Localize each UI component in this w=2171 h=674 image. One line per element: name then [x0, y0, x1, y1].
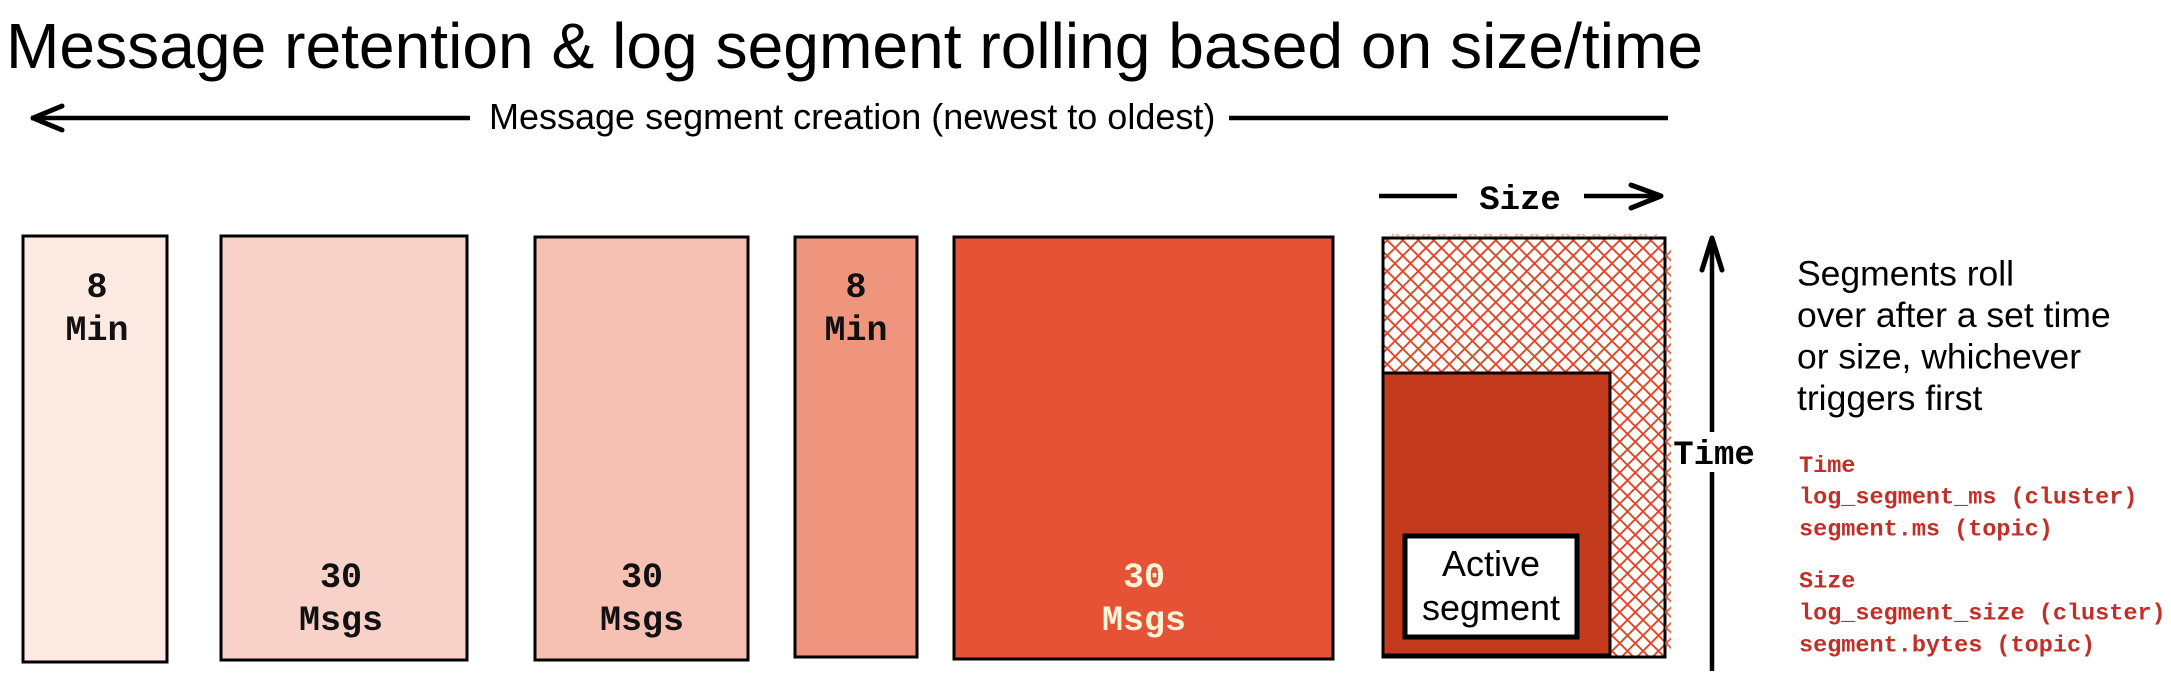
svg-text:8: 8 [845, 268, 866, 308]
svg-text:Msgs: Msgs [1102, 601, 1186, 641]
svg-text:Time: Time [1673, 437, 1755, 475]
svg-text:Time: Time [1799, 453, 1855, 480]
svg-text:Msgs: Msgs [299, 601, 383, 641]
svg-text:triggers first: triggers first [1797, 378, 1983, 418]
svg-text:Msgs: Msgs [600, 601, 684, 641]
svg-text:Min: Min [65, 311, 128, 351]
svg-text:log_segment_ms (cluster): log_segment_ms (cluster) [1799, 485, 2137, 512]
svg-text:30: 30 [320, 558, 362, 598]
svg-text:30: 30 [621, 558, 663, 598]
svg-text:or size, whichever: or size, whichever [1797, 337, 2081, 377]
svg-text:Size: Size [1799, 569, 1855, 596]
svg-text:segment.bytes (topic): segment.bytes (topic) [1799, 632, 2095, 659]
svg-text:segment: segment [1422, 587, 1560, 628]
svg-text:Segments roll: Segments roll [1797, 254, 2014, 294]
svg-text:Active: Active [1442, 543, 1540, 584]
svg-text:segment.ms (topic): segment.ms (topic) [1799, 516, 2053, 543]
svg-text:8: 8 [86, 268, 107, 308]
svg-text:log_segment_size (cluster): log_segment_size (cluster) [1799, 601, 2166, 628]
svg-text:Message retention & log segmen: Message retention & log segment rolling … [6, 10, 1703, 82]
svg-text:Size: Size [1479, 182, 1561, 220]
svg-text:Message segment creation (newe: Message segment creation (newest to olde… [489, 96, 1215, 137]
svg-text:30: 30 [1123, 558, 1165, 598]
svg-text:Min: Min [824, 311, 887, 351]
svg-text:over after a set time: over after a set time [1797, 295, 2111, 335]
